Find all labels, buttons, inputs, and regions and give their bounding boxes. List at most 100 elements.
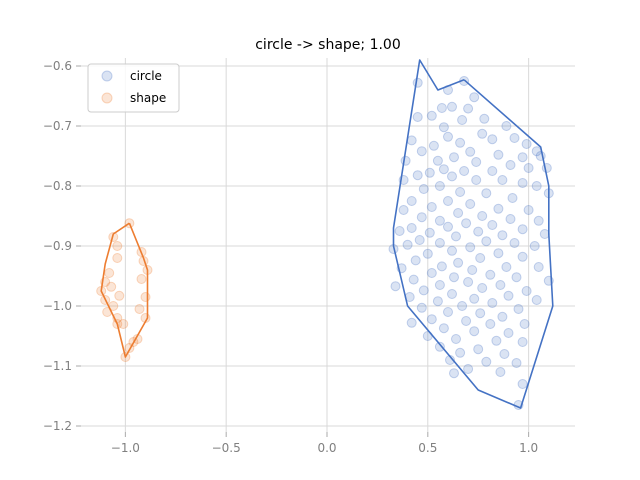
data-point-circle <box>422 331 433 341</box>
hull-line-shape <box>100 222 149 358</box>
data-point-circle <box>493 248 504 259</box>
data-point-circle <box>412 77 423 88</box>
data-point-circle <box>432 296 443 307</box>
data-point-circle <box>396 263 407 274</box>
data-point-circle <box>521 286 532 296</box>
data-point-circle <box>398 175 409 185</box>
data-point-circle <box>459 166 470 176</box>
data-point-circle <box>463 277 474 287</box>
legend-marker-circle <box>101 70 113 82</box>
legend-marker-shape <box>101 92 113 104</box>
data-point-circle <box>481 356 492 367</box>
data-point-circle <box>497 311 508 322</box>
data-point-circle <box>477 211 488 221</box>
data-point-circle <box>465 146 476 157</box>
data-point-circle <box>529 241 540 251</box>
data-point-shape <box>104 268 115 278</box>
data-point-circle <box>426 268 437 278</box>
data-point-circle <box>434 238 445 248</box>
data-point-shape <box>142 265 153 275</box>
data-point-circle <box>519 319 530 329</box>
data-point-circle <box>473 226 484 237</box>
data-point-circle <box>471 175 482 185</box>
data-point-circle <box>416 302 427 313</box>
data-point-circle <box>457 115 468 125</box>
x-tick-label: −1.0 <box>111 441 140 455</box>
data-point-shape <box>96 286 107 296</box>
data-point-shape <box>108 232 119 242</box>
data-point-circle <box>479 113 490 124</box>
data-point-shape <box>112 241 123 251</box>
data-point-shape <box>136 247 147 257</box>
data-point-circle <box>390 281 401 292</box>
data-point-circle <box>432 155 443 166</box>
data-point-circle <box>461 218 472 229</box>
data-point-circle <box>434 215 445 226</box>
data-point-circle <box>416 146 427 157</box>
data-point-shape <box>114 290 125 301</box>
data-point-circle <box>505 160 516 170</box>
data-point-circle <box>497 175 508 185</box>
data-point-circle <box>443 221 453 232</box>
data-point-circle <box>424 227 435 238</box>
data-point-circle <box>398 205 409 215</box>
data-point-circle <box>493 149 504 160</box>
data-point-circle <box>467 265 478 275</box>
data-point-circle <box>418 285 429 296</box>
data-point-circle <box>428 140 439 151</box>
data-point-circle <box>543 188 554 199</box>
data-point-circle <box>475 253 486 263</box>
data-point-circle <box>443 196 453 206</box>
y-tick-label: −0.7 <box>43 119 72 133</box>
data-point-circle <box>487 166 498 176</box>
data-point-circle <box>447 289 457 299</box>
data-point-circle <box>453 257 464 268</box>
data-point-circle <box>406 135 417 146</box>
data-point-circle <box>447 245 457 256</box>
data-point-circle <box>451 334 461 344</box>
data-point-circle <box>455 187 466 197</box>
data-point-circle <box>406 317 417 328</box>
data-point-circle <box>412 112 423 122</box>
data-point-circle <box>511 272 522 283</box>
data-point-circle <box>501 262 512 272</box>
data-point-circle <box>487 298 498 308</box>
data-point-circle <box>436 103 447 113</box>
data-point-circle <box>487 134 498 145</box>
data-point-circle <box>485 269 496 280</box>
data-point-shape <box>106 281 117 292</box>
data-point-shape <box>112 319 123 329</box>
data-point-circle <box>449 272 459 283</box>
data-point-circle <box>503 290 514 301</box>
data-point-shape <box>108 301 119 311</box>
y-tick-label: −0.6 <box>43 59 72 73</box>
data-point-circle <box>447 171 457 182</box>
data-point-shape <box>100 295 111 305</box>
data-point-shape <box>112 313 123 323</box>
data-point-circle <box>493 203 504 214</box>
data-point-circle <box>517 152 528 163</box>
x-tick-label: 0.5 <box>418 441 437 455</box>
data-point-circle <box>485 319 496 329</box>
series-points <box>96 76 554 410</box>
data-point-circle <box>410 255 421 266</box>
data-point-circle <box>517 251 528 262</box>
data-point-circle <box>463 364 474 374</box>
data-point-circle <box>406 223 417 233</box>
data-point-circle <box>451 231 461 242</box>
data-point-shape <box>140 292 151 302</box>
legend-label-circle: circle <box>130 69 162 83</box>
data-point-circle <box>497 230 508 241</box>
data-point-circle <box>426 202 437 212</box>
data-point-circle <box>521 139 532 149</box>
data-point-circle <box>434 341 445 352</box>
data-point-circle <box>513 400 524 410</box>
data-point-circle <box>541 163 552 173</box>
data-point-circle <box>531 295 542 305</box>
data-point-circle <box>463 103 474 114</box>
data-point-circle <box>443 307 453 317</box>
axes: −1.0 −0.5 0.0 0.5 1.0 −0.6 −0.7 −0.8 −0.9 −1.0 −1.… <box>43 59 538 455</box>
data-point-circle <box>531 146 542 157</box>
data-point-circle <box>481 236 492 247</box>
